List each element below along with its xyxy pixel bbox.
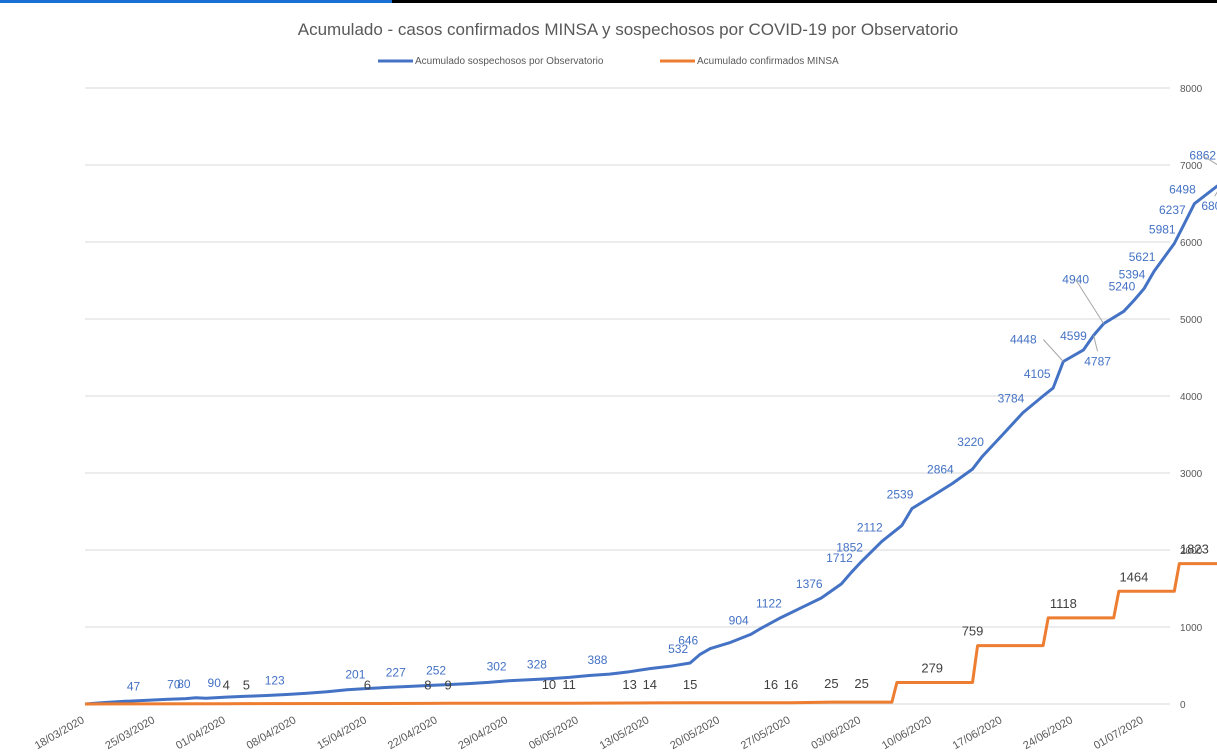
y-tick-label: 6000 [1180,238,1203,249]
x-tick-label: 01/04/2020 [174,714,228,752]
x-tick-label: 10/06/2020 [880,714,934,752]
leader-line [1202,155,1217,166]
data-label: 16 [784,677,798,692]
data-label: 14 [643,677,657,692]
y-tick-label: 8000 [1180,84,1203,95]
top-border-accent [0,0,392,3]
data-label: 279 [921,661,943,676]
data-label: 1376 [796,577,823,591]
data-label: 532 [668,642,688,656]
leader-line [1042,339,1064,362]
data-label: 2112 [857,520,883,534]
data-label: 328 [527,658,547,672]
data-label: 9 [444,677,451,692]
legend: Acumulado sospechosos por Observatorio Ac… [378,56,839,67]
y-tick-label: 0 [1180,700,1186,711]
data-label: 123 [265,674,285,688]
data-label: 6 [364,678,371,693]
y-tick-label: 7000 [1180,161,1203,172]
data-label: 13 [622,677,636,692]
x-tick-label: 15/04/2020 [315,714,369,752]
data-label: 646 [678,633,698,647]
data-label: 8 [424,677,431,692]
legend-label: Acumulado confirmados MINSA [697,56,839,67]
x-tick-label: 20/05/2020 [668,714,722,752]
data-label: 1852 [836,540,863,554]
data-label: 5240 [1109,280,1136,294]
data-label: 388 [587,653,607,667]
x-tick-label: 13/05/2020 [598,714,652,752]
x-tick-label: 22/04/2020 [386,714,440,752]
y-tick-label: 1000 [1180,623,1203,634]
data-label: 47 [127,679,141,693]
data-label: 1464 [1119,569,1148,584]
y-tick-label: 4000 [1180,392,1203,403]
data-label: 6498 [1169,183,1196,197]
data-label: 3784 [998,392,1025,406]
data-label: 2539 [887,487,914,501]
x-axis: 18/03/2020 25/03/2020 01/04/2020 08/04/2020… [33,714,1146,752]
x-tick-label: 01/07/2020 [1092,714,1146,752]
data-label: 11 [562,677,576,692]
data-label: 4599 [1060,329,1087,343]
y-tick-label: 3000 [1180,469,1203,480]
x-tick-label: 08/04/2020 [245,714,299,752]
data-label: 252 [426,664,446,678]
data-label: 1118 [1050,596,1077,611]
data-label: 6803 [1201,199,1217,213]
y-axis: 0 1000 2000 3000 4000 5000 6000 7000 8000 [1180,84,1203,711]
x-tick-label: 25/03/2020 [103,714,157,752]
data-label: 2864 [927,462,954,476]
x-tick-label: 06/05/2020 [527,714,581,752]
data-label: 15 [683,677,697,692]
data-label: 4448 [1010,333,1037,347]
series-line [84,184,1217,706]
chart-title: Acumulado - casos confirmados MINSA y so… [298,20,958,39]
series-lines [84,184,1217,706]
data-label: 5621 [1129,250,1156,264]
leader-line [1075,279,1105,324]
x-tick-label: 18/03/2020 [33,714,87,752]
data-label: 6237 [1159,203,1186,217]
data-label: 5981 [1149,222,1176,236]
data-label: 1122 [756,597,782,611]
data-label: 302 [487,660,507,674]
x-tick-label: 24/06/2020 [1021,714,1075,752]
top-border [0,0,1217,3]
series-line [84,562,1217,706]
data-label: 80 [177,677,191,691]
data-label: 4 [223,678,230,693]
leader-line [1093,335,1099,352]
data-label: 25 [854,676,868,691]
data-label: 759 [962,624,984,639]
data-label: 25 [824,676,838,691]
x-tick-label: 17/06/2020 [951,714,1005,752]
data-label: 1712 [826,551,853,565]
data-label: 904 [729,613,749,627]
data-label: 16 [764,677,778,692]
data-label: 10 [542,677,556,692]
legend-label: Acumulado sospechosos por Observatorio [415,56,604,67]
data-label: 4787 [1084,354,1111,368]
y-tick-label: 5000 [1180,315,1203,326]
data-label: 1823 [1180,542,1209,557]
data-label: 70 [167,678,181,692]
data-label: 5394 [1119,268,1146,282]
data-label: 5 [243,678,250,693]
data-label: 3220 [957,435,984,449]
data-label: 4105 [1024,367,1051,381]
x-tick-label: 29/04/2020 [456,714,510,752]
leader-line [1214,191,1217,197]
x-tick-label: 03/06/2020 [809,714,863,752]
x-tick-label: 27/05/2020 [739,714,793,752]
data-label: 201 [345,668,365,682]
data-label: 227 [386,666,406,680]
y-tick-label: 2000 [1180,546,1203,557]
data-label: 90 [208,676,222,690]
